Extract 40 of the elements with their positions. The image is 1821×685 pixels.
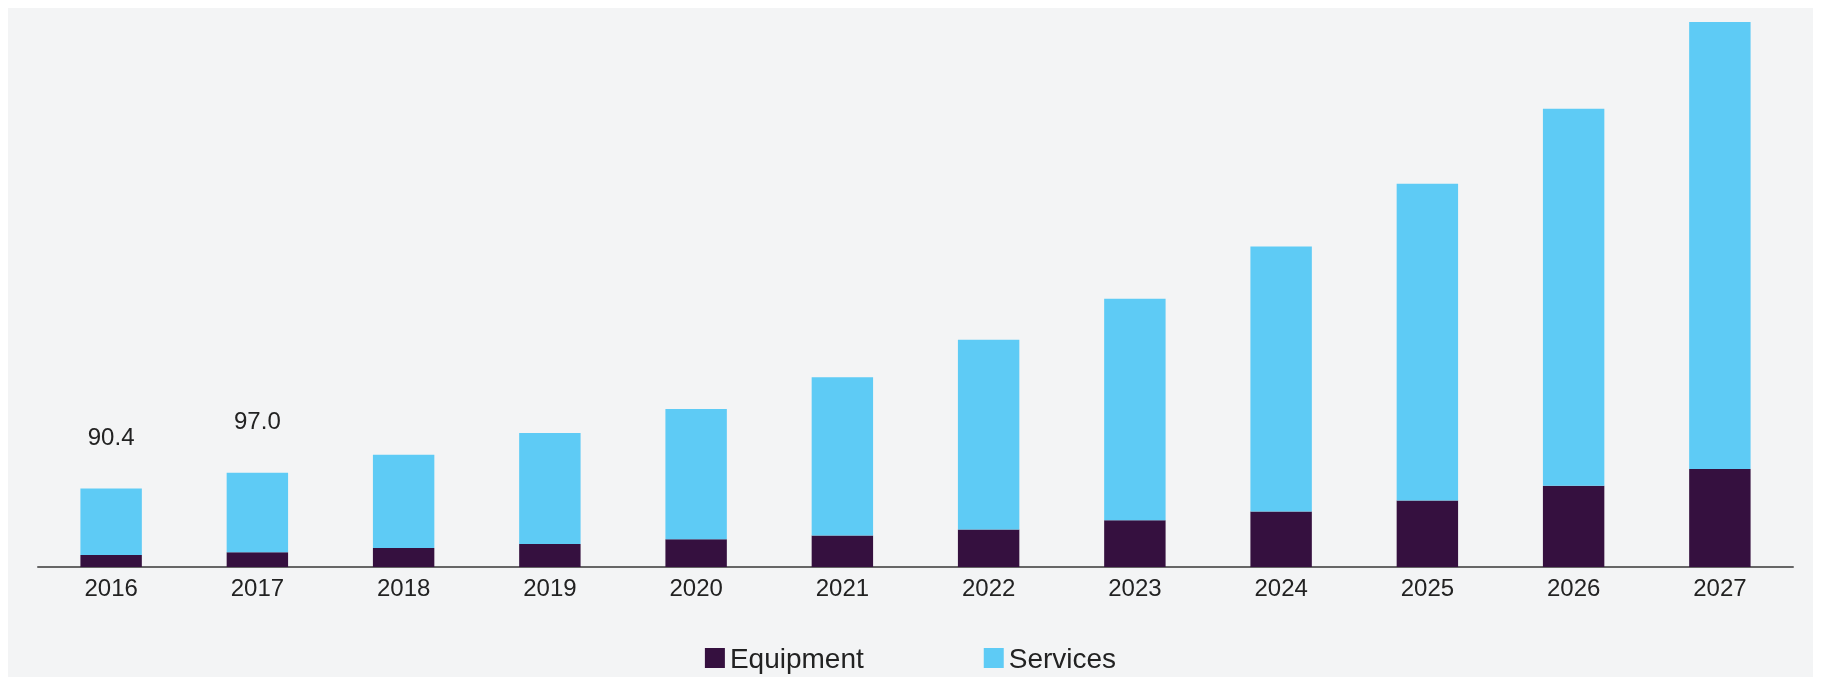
bar: [1542, 108, 1605, 486]
bar: [957, 339, 1020, 530]
bar: [1104, 520, 1166, 567]
legend-label: Equipment: [729, 642, 864, 674]
x-tick-label: 2022: [961, 573, 1016, 601]
bar: [80, 488, 142, 556]
bar: [519, 544, 581, 567]
bar: [1542, 485, 1605, 567]
x-tick-label: 2019: [523, 573, 577, 601]
bar: [1250, 246, 1312, 512]
bar: [1396, 500, 1459, 567]
legend-label: Services: [1008, 642, 1117, 674]
x-tick-label: 2023: [1108, 573, 1162, 601]
bar: [811, 535, 874, 567]
bar: [226, 472, 289, 553]
annotation: 97.0: [234, 406, 281, 434]
x-tick-label: 2021: [815, 573, 870, 601]
bar: [372, 547, 435, 567]
x-tick-label: 2017: [230, 573, 285, 601]
annotation: 90.4: [87, 422, 135, 450]
x-tick-label: 2025: [1400, 573, 1455, 601]
x-tick-label: 2027: [1693, 573, 1747, 601]
bar: [372, 454, 435, 548]
bar: [957, 529, 1020, 567]
bar: [519, 432, 581, 545]
bar: [1250, 511, 1312, 567]
x-tick-label: 2016: [84, 573, 138, 601]
bar: [811, 377, 874, 536]
bar: [226, 552, 289, 567]
bar: [1396, 183, 1459, 501]
bar: [665, 408, 727, 540]
bar: [1104, 298, 1166, 521]
bar: [665, 539, 727, 567]
bar: [1689, 22, 1751, 469]
bar: [1689, 468, 1751, 567]
bar: [80, 555, 142, 567]
x-tick-label: 2020: [669, 573, 723, 601]
x-tick-label: 2026: [1546, 573, 1601, 601]
x-tick-label: 2024: [1254, 573, 1308, 601]
x-tick-label: 2018: [376, 573, 431, 601]
